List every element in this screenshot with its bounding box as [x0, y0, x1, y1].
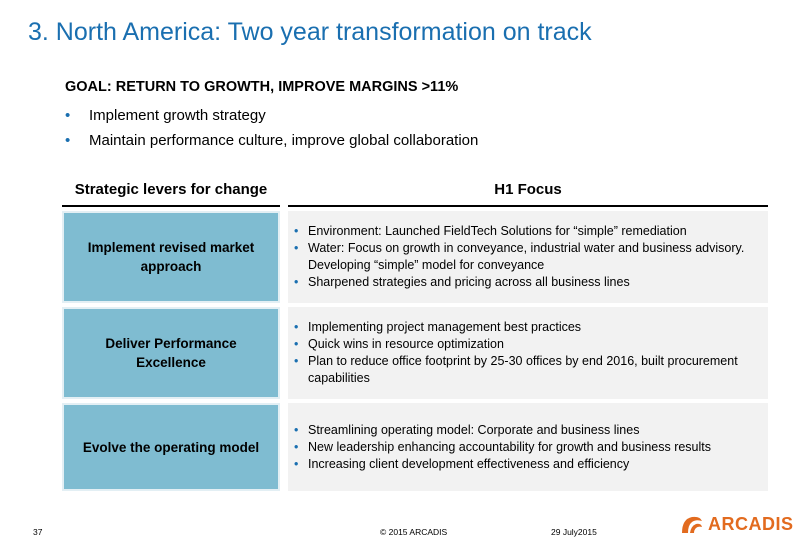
goal-bullet: • Maintain performance culture, improve g…: [65, 128, 478, 153]
goal-bullet-list: • Implement growth strategy • Maintain per…: [65, 103, 478, 153]
focus-bullet: • Environment: Launched FieldTech Solutio…: [294, 224, 687, 238]
focus-bullet-list: • Environment: Launched FieldTech Solutio…: [294, 223, 760, 291]
focus-bullet: • Plan to reduce office footprint by 25-3…: [294, 354, 738, 385]
focus-bullet-list: • Streamlining operating model: Corporate…: [294, 422, 760, 473]
focus-cell: • Environment: Launched FieldTech Solutio…: [288, 211, 768, 303]
copyright: © 2015 ARCADIS: [380, 527, 448, 537]
company-logo: ARCADIS: [680, 513, 794, 535]
slide-title: 3. North America: Two year transformatio…: [28, 18, 592, 46]
levers-column-header: Strategic levers for change: [74, 181, 268, 198]
header-divider: [62, 205, 280, 207]
lever-cell: Deliver Performance Excellence: [62, 307, 280, 399]
bullet-icon: •: [294, 439, 299, 454]
bullet-icon: •: [294, 224, 299, 238]
focus-bullet: • Sharpened strategies and pricing across…: [294, 275, 630, 289]
bullet-icon: •: [294, 456, 299, 471]
bullet-icon: •: [294, 275, 299, 289]
focus-bullet: • Water: Focus on growth in conveyance, i…: [294, 241, 745, 272]
goal-statement: GOAL: RETURN TO GROWTH, IMPROVE MARGINS …: [65, 79, 459, 95]
lever-cell: Implement revised market approach: [62, 211, 280, 303]
focus-bullet-list: • Implementing project management best pr…: [294, 319, 760, 387]
focus-bullet: • New leadership enhancing accountability…: [294, 439, 712, 454]
bullet-icon: •: [65, 107, 71, 124]
bullet-icon: •: [294, 354, 299, 368]
bullet-icon: •: [65, 132, 71, 149]
focus-bullet: • Quick wins in resource optimization: [294, 337, 504, 351]
goal-bullet: • Implement growth strategy: [65, 103, 478, 128]
bullet-icon: •: [294, 241, 299, 255]
focus-bullet: • Implementing project management best pr…: [294, 320, 582, 334]
page-number: 37: [33, 527, 43, 537]
focus-cell: • Implementing project management best pr…: [288, 307, 768, 399]
focus-column-header: H1 Focus: [494, 181, 562, 198]
arcadis-logo-icon: [682, 516, 702, 533]
bullet-icon: •: [294, 320, 299, 334]
focus-bullet: • Increasing client development effective…: [294, 456, 630, 471]
bullet-icon: •: [294, 337, 299, 351]
focus-bullet: • Streamlining operating model: Corporate…: [294, 422, 640, 437]
header-divider: [288, 205, 768, 207]
focus-cell: • Streamlining operating model: Corporate…: [288, 403, 768, 491]
logo-wordmark: ARCADIS: [708, 513, 794, 534]
lever-cell: Evolve the operating model: [62, 403, 280, 491]
bullet-icon: •: [294, 422, 299, 437]
slide-date: 29 July2015: [551, 527, 597, 537]
